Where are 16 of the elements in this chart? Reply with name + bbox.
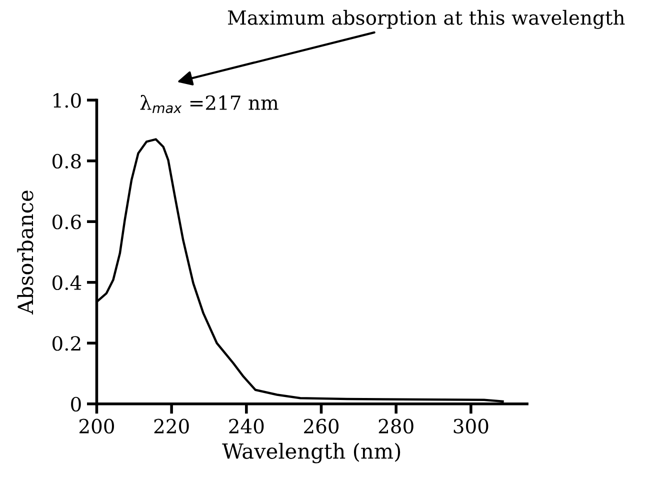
x-tick-label: 260 bbox=[304, 418, 339, 434]
y-tick-label: 0.4 bbox=[52, 275, 82, 290]
y-axis-title: Absorbance bbox=[17, 190, 34, 314]
x-tick-label: 300 bbox=[454, 418, 488, 434]
text: Maximum absorption at this wavelength bbox=[228, 10, 625, 29]
y-tick-label: 0.2 bbox=[52, 336, 80, 351]
y-tick-label: 0.8 bbox=[52, 154, 81, 169]
y-tick-label: 0.6 bbox=[52, 214, 81, 230]
x-tick-label: 220 bbox=[154, 418, 189, 434]
y-tick-label: 1.0 bbox=[54, 93, 81, 108]
x-tick-label: 240 bbox=[229, 418, 264, 434]
x-tick-label: 280 bbox=[378, 418, 414, 434]
x-tick-label: 200 bbox=[79, 418, 114, 434]
x-axis-title: Wavelength (nm) bbox=[222, 442, 400, 464]
y-tick-label: 0 bbox=[71, 396, 81, 412]
annotation: λ$_{max}$ =217 nm bbox=[140, 94, 278, 114]
